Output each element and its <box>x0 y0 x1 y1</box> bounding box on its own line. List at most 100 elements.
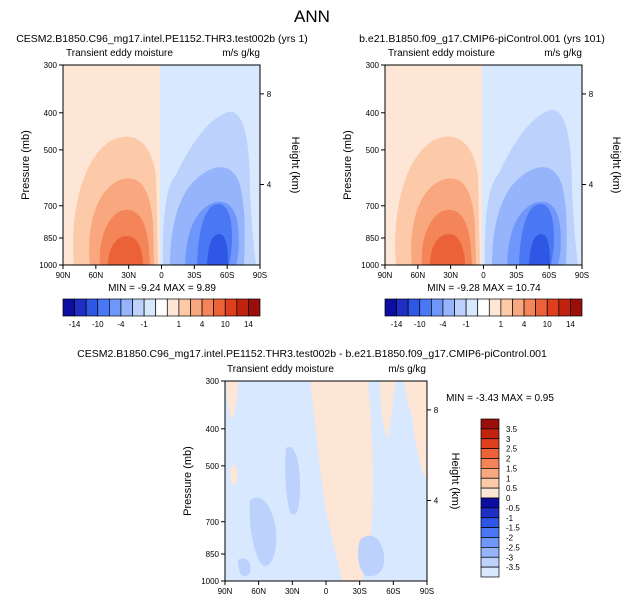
colorbar-label: 1 <box>177 320 182 329</box>
colorbar-label: 3.5 <box>506 425 518 434</box>
colorbar-swatch <box>120 298 133 317</box>
colorbar-label: -1.5 <box>506 524 520 533</box>
panel-control-subtitle: Transient eddy moisture <box>388 48 495 59</box>
colorbar-label: -0.5 <box>506 504 520 513</box>
colorbar-swatch <box>190 298 203 317</box>
colorbar-swatch <box>465 298 479 317</box>
colorbar-label: -14 <box>391 320 403 329</box>
colorbar-swatch <box>480 458 500 469</box>
colorbar-label: 14 <box>566 320 575 329</box>
colorbar-swatch <box>419 298 432 317</box>
x-tick-label: 0 <box>324 587 329 596</box>
x-tick-label: 60S <box>220 271 234 280</box>
contour-pos-a <box>310 381 373 581</box>
panel-difference-subtitle: Transient eddy moisture <box>227 364 334 375</box>
colorbar-label: 0.5 <box>506 484 518 493</box>
colorbar-swatch <box>535 298 548 317</box>
colorbar-label: -2.5 <box>506 543 520 552</box>
panel-test-stats: MIN = -9.24 MAX = 9.89 <box>108 283 216 294</box>
x-tick-label: 30S <box>353 587 367 596</box>
colorbar-swatch <box>480 487 500 499</box>
panel-test-units: m/s g/kg <box>222 48 260 59</box>
y-tick-label: 1000 <box>201 577 219 586</box>
colorbar-swatch <box>488 298 502 317</box>
x-tick-label: 60S <box>542 271 556 280</box>
panel-control-contours <box>385 65 582 265</box>
x-tick-label: 30S <box>509 271 523 280</box>
colorbar-label: 1.5 <box>506 464 518 473</box>
colorbar-swatch <box>213 298 226 317</box>
colorbar-swatch <box>500 298 513 317</box>
colorbar-swatch <box>236 298 249 317</box>
x-tick-label: 90N <box>218 587 233 596</box>
panel-control-ylabel-right: Height (km) <box>610 137 622 194</box>
colorbar-swatch <box>480 527 500 538</box>
y-tick-label: 400 <box>366 109 380 118</box>
colorbar-swatch <box>178 298 191 317</box>
contour-pos-b <box>226 381 238 420</box>
colorbar-swatch <box>396 298 409 317</box>
y-right-tick-label: 8 <box>267 90 272 99</box>
colorbar-label: -1 <box>506 514 514 523</box>
y-tick-label: 850 <box>44 234 58 243</box>
colorbar-label: -4 <box>117 320 125 329</box>
colorbar-swatch <box>480 438 500 449</box>
panel-test: CESM2.B1850.C96_mg17.intel.PE1152.THR3.t… <box>16 33 308 294</box>
colorbar-label: -1 <box>463 320 471 329</box>
colorbar-swatch <box>74 298 87 317</box>
colorbar-label: 4 <box>522 320 527 329</box>
panel-test-ylabel-right: Height (km) <box>289 137 301 194</box>
contour-neg-b <box>285 446 300 515</box>
y-tick-label: 700 <box>206 518 220 527</box>
colorbar-swatch <box>480 517 500 528</box>
contour-neg-5 <box>207 234 228 265</box>
colorbar-swatch <box>384 298 397 317</box>
contour-neg-c <box>358 535 385 577</box>
y-right-tick-label: 8 <box>589 90 594 99</box>
y-tick-label: 1000 <box>39 261 57 270</box>
colorbar-swatch <box>109 298 122 317</box>
colorbar-swatch <box>480 497 500 509</box>
contour-pos-c <box>380 381 395 440</box>
colorbar-swatch <box>166 298 180 317</box>
y-tick-label: 300 <box>44 61 58 70</box>
y-tick-label: 850 <box>366 234 380 243</box>
x-tick-label: 30N <box>121 271 136 280</box>
y-tick-label: 1000 <box>361 261 379 270</box>
contour-pos-d <box>404 381 427 480</box>
panel-difference-contours <box>225 381 427 581</box>
x-tick-label: 90N <box>56 271 71 280</box>
y-tick-label: 300 <box>206 377 220 386</box>
panel-test-title: CESM2.B1850.C96_mg17.intel.PE1152.THR3.t… <box>16 33 308 45</box>
colorbar-swatch <box>480 507 500 519</box>
contour-neg-5 <box>529 234 550 265</box>
colorbar-swatch <box>480 547 500 558</box>
colorbar-label: -10 <box>414 320 426 329</box>
x-tick-label: 30S <box>187 271 201 280</box>
colorbar-swatch <box>546 298 560 317</box>
x-tick-label: 0 <box>159 271 164 280</box>
panel-difference-stats: MIN = -3.43 MAX = 0.95 <box>446 393 554 404</box>
y-tick-label: 500 <box>206 462 220 471</box>
y-right-tick-label: 8 <box>434 406 439 415</box>
panel-difference: CESM2.B1850.C96_mg17.intel.PE1152.THR3.t… <box>77 348 554 582</box>
contour-neg-d <box>238 558 251 577</box>
colorbar-swatch <box>480 428 500 440</box>
x-tick-label: 30N <box>285 587 300 596</box>
contour-neg-a <box>249 497 277 566</box>
panel-test-ylabel: Pressure (mb) <box>20 130 32 200</box>
colorbar-swatch <box>97 298 110 317</box>
colorbar-swatch <box>480 468 500 479</box>
colorbar-swatch <box>480 418 500 430</box>
colorbar-swatch <box>480 477 500 489</box>
colorbar-swatch <box>570 298 583 317</box>
panel-difference-title: CESM2.B1850.C96_mg17.intel.PE1152.THR3.t… <box>77 348 547 360</box>
colorbar-swatch <box>480 566 500 578</box>
colorbar-swatch <box>477 298 490 317</box>
x-tick-label: 90S <box>420 587 434 596</box>
colorbar-label: 4 <box>200 320 205 329</box>
colorbar-label: -3.5 <box>506 563 520 572</box>
colorbar-label: 0 <box>506 494 511 503</box>
panel-difference-ylabel-right: Height (km) <box>449 453 461 510</box>
colorbar-swatch <box>480 556 500 568</box>
